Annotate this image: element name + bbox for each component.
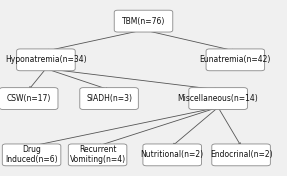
Text: CSW(n=17): CSW(n=17)	[7, 94, 51, 103]
FancyBboxPatch shape	[68, 144, 127, 166]
Text: Hyponatremia(n=34): Hyponatremia(n=34)	[5, 55, 87, 64]
Text: Nutritional(n=2): Nutritional(n=2)	[141, 150, 204, 159]
FancyBboxPatch shape	[212, 144, 270, 166]
FancyBboxPatch shape	[114, 10, 173, 32]
FancyBboxPatch shape	[2, 144, 61, 166]
Text: Recurrent
Vomiting(n=4): Recurrent Vomiting(n=4)	[69, 145, 126, 164]
Text: Eunatremia(n=42): Eunatremia(n=42)	[200, 55, 271, 64]
FancyBboxPatch shape	[17, 49, 75, 71]
FancyBboxPatch shape	[143, 144, 201, 166]
FancyBboxPatch shape	[80, 88, 138, 109]
Text: Drug
Induced(n=6): Drug Induced(n=6)	[5, 145, 58, 164]
Text: SIADH(n=3): SIADH(n=3)	[86, 94, 132, 103]
Text: Miscellaneous(n=14): Miscellaneous(n=14)	[178, 94, 259, 103]
Text: TBM(n=76): TBM(n=76)	[122, 17, 165, 26]
FancyBboxPatch shape	[189, 88, 247, 109]
Text: Endocrinal(n=2): Endocrinal(n=2)	[210, 150, 272, 159]
FancyBboxPatch shape	[0, 88, 58, 109]
FancyBboxPatch shape	[206, 49, 265, 71]
